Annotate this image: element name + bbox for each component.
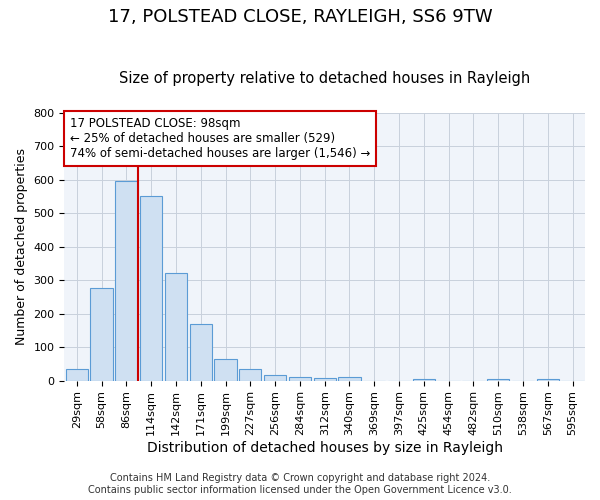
Bar [413,379,435,380]
Bar [487,379,509,380]
Title: Size of property relative to detached houses in Rayleigh: Size of property relative to detached ho… [119,70,530,86]
X-axis label: Distribution of detached houses by size in Rayleigh: Distribution of detached houses by size … [147,441,503,455]
Bar [115,181,137,380]
Text: Contains HM Land Registry data © Crown copyright and database right 2024.
Contai: Contains HM Land Registry data © Crown c… [88,474,512,495]
Text: 17 POLSTEAD CLOSE: 98sqm
← 25% of detached houses are smaller (529)
74% of semi-: 17 POLSTEAD CLOSE: 98sqm ← 25% of detach… [70,117,370,160]
Bar [165,273,187,380]
Bar [264,374,286,380]
Bar [338,378,361,380]
Bar [239,369,262,380]
Bar [140,196,163,380]
Bar [314,378,336,380]
Bar [536,379,559,380]
Text: 17, POLSTEAD CLOSE, RAYLEIGH, SS6 9TW: 17, POLSTEAD CLOSE, RAYLEIGH, SS6 9TW [107,8,493,26]
Bar [214,359,236,380]
Bar [190,324,212,380]
Bar [65,369,88,380]
Bar [91,288,113,380]
Y-axis label: Number of detached properties: Number of detached properties [15,148,28,346]
Bar [289,378,311,380]
